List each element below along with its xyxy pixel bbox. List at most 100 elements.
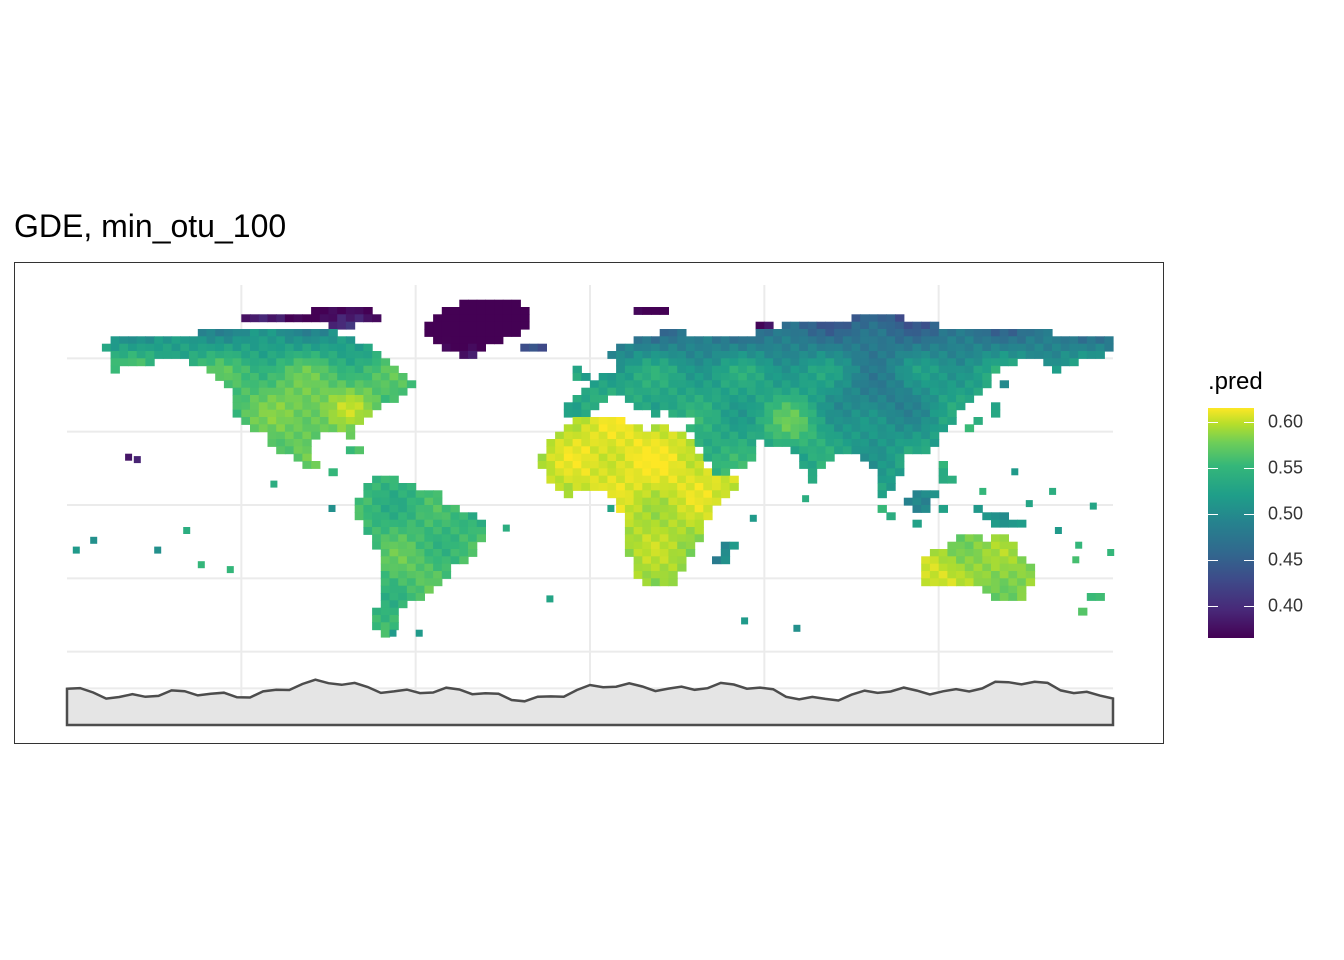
land-cell <box>685 527 696 535</box>
land-cell <box>877 417 887 425</box>
land-cell <box>633 475 643 484</box>
land-cell <box>1034 351 1044 359</box>
land-cell <box>598 431 608 440</box>
land-cell <box>703 395 713 403</box>
land-cell <box>877 395 887 403</box>
land-cell <box>938 409 948 418</box>
land-cell <box>773 351 783 359</box>
land-cell <box>319 424 330 433</box>
land-cell <box>659 475 669 484</box>
land-cell <box>964 329 975 337</box>
land-cell <box>433 321 443 330</box>
land-cell <box>485 314 495 323</box>
land-cell <box>633 446 643 455</box>
land-cell <box>659 556 669 565</box>
land-cell <box>581 439 591 447</box>
land-cell <box>886 424 896 433</box>
land-cell <box>842 351 853 359</box>
land-cell <box>851 439 861 447</box>
land-cell <box>311 336 321 345</box>
land-cell <box>581 395 591 403</box>
land-cell <box>363 373 373 381</box>
land-cell <box>851 329 861 337</box>
land-cell <box>276 431 286 440</box>
island-cell <box>226 566 234 574</box>
land-cell <box>485 321 495 330</box>
land-cell <box>293 358 303 367</box>
land-cell <box>929 549 940 557</box>
land-cell <box>921 556 931 565</box>
land-cell <box>354 505 364 513</box>
land-cell <box>999 336 1009 345</box>
land-cell <box>380 527 391 535</box>
land-cell <box>729 483 739 491</box>
land-cell <box>834 351 844 359</box>
land-cell <box>746 439 757 447</box>
land-cell <box>834 431 844 440</box>
land-cell <box>877 387 887 396</box>
land-cell <box>624 446 635 455</box>
land-cell <box>834 424 844 433</box>
land-cell <box>877 424 887 433</box>
land-cell <box>651 343 661 352</box>
land-cell <box>284 343 295 352</box>
land-cell <box>790 417 800 425</box>
land-cell <box>895 395 905 403</box>
land-cell <box>284 314 295 323</box>
land-cell <box>921 571 931 579</box>
land-cell <box>912 424 922 433</box>
land-cell <box>781 402 792 411</box>
legend-label: 0.50 <box>1268 503 1304 524</box>
land-cell <box>624 490 635 499</box>
land-cell <box>685 446 696 455</box>
land-cell <box>790 380 800 389</box>
land-cell <box>642 563 652 572</box>
land-cell <box>755 387 765 396</box>
land-cell <box>1086 343 1097 352</box>
land-cell <box>694 527 704 535</box>
land-cell <box>703 365 713 374</box>
land-cell <box>651 475 661 484</box>
land-cell <box>973 365 983 374</box>
land-cell <box>380 549 391 557</box>
land-cell <box>851 336 861 345</box>
land-cell <box>764 380 774 389</box>
land-cell <box>677 387 687 396</box>
land-cell <box>746 351 757 359</box>
land-cell <box>607 475 617 484</box>
island-cell <box>1011 468 1019 476</box>
land-cell <box>441 512 452 521</box>
land-cell <box>694 475 704 484</box>
land-cell <box>398 563 408 572</box>
land-cell <box>345 431 356 440</box>
land-cell <box>189 336 199 345</box>
land-cell <box>868 402 879 411</box>
land-cell <box>624 395 635 403</box>
land-cell <box>677 409 687 418</box>
land-cell <box>598 439 608 447</box>
land-cell <box>973 358 983 367</box>
land-cell <box>729 402 739 411</box>
land-cell <box>450 549 460 557</box>
land-cell <box>128 343 138 352</box>
land-cell <box>973 505 983 513</box>
land-cell <box>441 343 452 352</box>
land-cell <box>938 343 948 352</box>
land-cell <box>1069 351 1079 359</box>
land-cell <box>712 417 722 425</box>
land-cell <box>258 387 269 396</box>
land-cell <box>616 358 626 367</box>
land-cell <box>581 453 591 462</box>
land-cell <box>424 541 434 550</box>
land-cell <box>651 563 661 572</box>
land-cell <box>642 534 652 543</box>
land-cell <box>354 387 364 396</box>
land-cell <box>572 461 582 469</box>
land-cell <box>991 549 1001 557</box>
land-cell <box>799 431 809 440</box>
land-cell <box>895 329 905 337</box>
land-cell <box>938 373 948 381</box>
land-cell <box>807 461 818 469</box>
land-cell <box>616 387 626 396</box>
island-cell <box>802 495 810 503</box>
